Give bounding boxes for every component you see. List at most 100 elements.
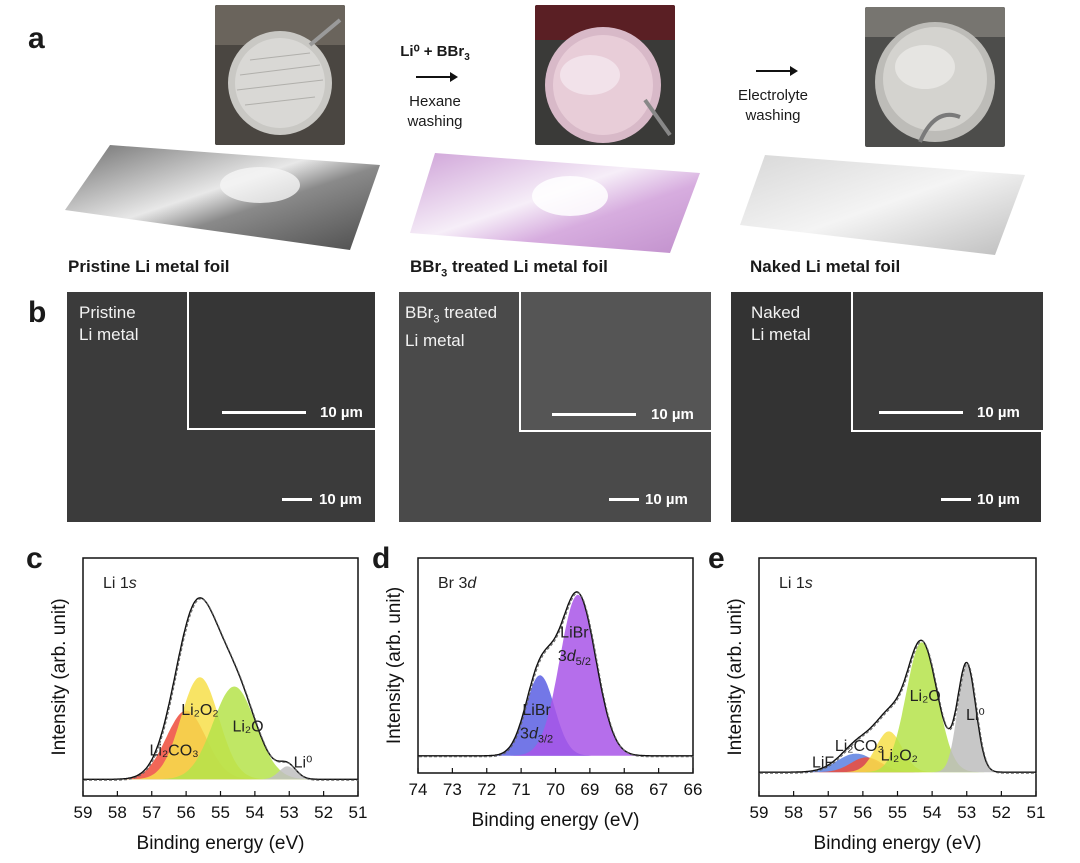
inset-scale-label: 10 µm [977, 404, 1020, 421]
peak-label: Li₂O₂ [881, 747, 918, 764]
caption-bbr3-pre: BBr [410, 257, 442, 276]
sem-naked-label: Naked Li metal [751, 302, 811, 346]
peak-label: Li₂O [232, 719, 263, 736]
x-tick-label: 54 [923, 803, 942, 822]
sem-bbr3-inset: 10 µm [519, 292, 711, 432]
x-tick-label: 52 [992, 803, 1011, 822]
peak-label: LiF [812, 754, 834, 771]
sem-pristine: 10 µm Pristine Li metal 10 µm [67, 292, 375, 522]
y-axis-label: Intensity (arb. unit) [49, 598, 70, 755]
step2-reaction: Electrolyte washing [718, 62, 828, 126]
x-tick-label: 68 [615, 780, 634, 799]
x-tick-label: 73 [443, 780, 462, 799]
peak-libr-3d5-2 [418, 594, 693, 756]
inset-scale-bar [552, 413, 636, 416]
sem-pristine-inset: 10 µm [187, 292, 375, 430]
step1-reactant: Li⁰ + BBr [400, 43, 465, 60]
step2-line1: Electrolyte [737, 87, 809, 104]
caption-bbr3-sub: 3 [441, 267, 448, 280]
sem-naked: 10 µm Naked Li metal 10 µm [731, 292, 1043, 522]
x-tick-label: 51 [1027, 803, 1046, 822]
peak-label: LiBr [560, 625, 589, 642]
x-tick-label: 57 [142, 803, 161, 822]
peak-li2o [83, 686, 358, 780]
inset-scale-label: 10 µm [651, 406, 694, 423]
x-tick-label: 71 [512, 780, 531, 799]
x-tick-label: 51 [349, 803, 368, 822]
peak-label: Li₂O₂ [181, 702, 218, 719]
peak-label: Li⁰ [294, 754, 313, 771]
caption-bbr3: BBr3 treated Li metal foil [410, 257, 608, 279]
naked-li-photo [865, 7, 1005, 147]
peak-label-orbital: 3d3/2 [520, 726, 553, 746]
raw-data-line [84, 598, 359, 781]
xps-chart-d: 74 73 72 71 70 69 68 67 66 Binding energy (eV) Int… [384, 557, 703, 831]
sem-bbr3-label: BBr3 treated Li metal [405, 302, 497, 352]
peak-label: Li₂CO₃ [150, 743, 199, 760]
sem-pristine-label-l1: Pristine [79, 303, 136, 322]
x-tick-label: 55 [211, 803, 230, 822]
inset-scale-label: 10 µm [320, 404, 363, 421]
sem-naked-label-l1: Naked [751, 303, 801, 322]
naked-foil-render [740, 155, 1025, 255]
x-tick-label: 59 [750, 803, 769, 822]
peak-label: LiBr [522, 702, 551, 719]
envelope-line [418, 591, 693, 757]
pristine-li-photo [215, 5, 345, 145]
sem-naked-inset: 10 µm [851, 292, 1043, 432]
x-tick-label: 66 [684, 780, 703, 799]
x-tick-label: 69 [580, 780, 599, 799]
x-tick-label: 56 [853, 803, 872, 822]
y-axis-label: Intensity (arb. unit) [725, 598, 746, 755]
sem-bbr3-label-a: BBr [405, 303, 434, 322]
xps-chart-e: 59 58 57 56 55 54 53 52 51 Binding energy (eV) Int… [725, 557, 1046, 854]
panel-e-label: e [708, 542, 725, 575]
step1-reactant-sub: 3 [464, 52, 470, 63]
caption-pristine: Pristine Li metal foil [68, 257, 230, 276]
x-tick-label: 70 [546, 780, 565, 799]
inset-scale-bar [879, 411, 963, 414]
caption-naked: Naked Li metal foil [750, 257, 901, 276]
xps-chart-c: 59 58 57 56 55 54 53 52 51 Binding energy (eV) Int… [49, 557, 368, 854]
envelope-line [83, 597, 358, 780]
step2-line2: washing [745, 107, 801, 124]
raw-data-line [760, 640, 1037, 774]
x-tick-label: 58 [784, 803, 803, 822]
main-scale-bar [941, 498, 971, 501]
spectrum-annotation: Li 1s [779, 575, 813, 592]
sem-bbr3-label-sub: 3 [433, 313, 440, 326]
sem-bbr3-label-l2: Li metal [405, 331, 465, 351]
spectrum-annotation: Br 3d [438, 575, 477, 592]
panel-a-label: a [28, 22, 45, 55]
x-tick-label: 58 [108, 803, 127, 822]
bbr3-foil-render [410, 153, 700, 253]
sem-bbr3-label-b: treated [439, 303, 498, 322]
peak-li0 [83, 766, 358, 780]
main-scale-label: 10 µm [645, 491, 688, 508]
sem-pristine-label-l2: Li metal [79, 325, 139, 344]
main-scale-bar [609, 498, 639, 501]
peak-label: Li₂O [910, 688, 941, 705]
x-tick-label: 59 [74, 803, 93, 822]
peak-label-orbital: 3d5/2 [558, 648, 591, 668]
main-scale-label: 10 µm [319, 491, 362, 508]
main-scale-bar [282, 498, 312, 501]
peak-li0 [759, 664, 1036, 773]
sem-pristine-label: Pristine Li metal [79, 302, 139, 346]
sem-naked-label-l2: Li metal [751, 325, 811, 344]
spectrum-annotation: Li 1s [103, 575, 137, 592]
step1-reaction: Li⁰ + BBr3 Hexane washing [380, 42, 490, 132]
peak-lif [759, 753, 1036, 773]
sem-bbr3: 10 µm BBr3 treated Li metal 10 µm [399, 292, 711, 522]
x-tick-label: 54 [245, 803, 264, 822]
x-tick-label: 72 [477, 780, 496, 799]
x-tick-label: 56 [177, 803, 196, 822]
y-axis-label: Intensity (arb. unit) [384, 587, 405, 744]
x-tick-label: 55 [888, 803, 907, 822]
peak-label: Li₂CO₃ [835, 738, 884, 755]
raw-data-line [419, 592, 694, 758]
arrow-right-icon [416, 72, 458, 82]
x-tick-label: 53 [280, 803, 299, 822]
x-tick-label: 57 [819, 803, 838, 822]
x-tick-label: 53 [957, 803, 976, 822]
